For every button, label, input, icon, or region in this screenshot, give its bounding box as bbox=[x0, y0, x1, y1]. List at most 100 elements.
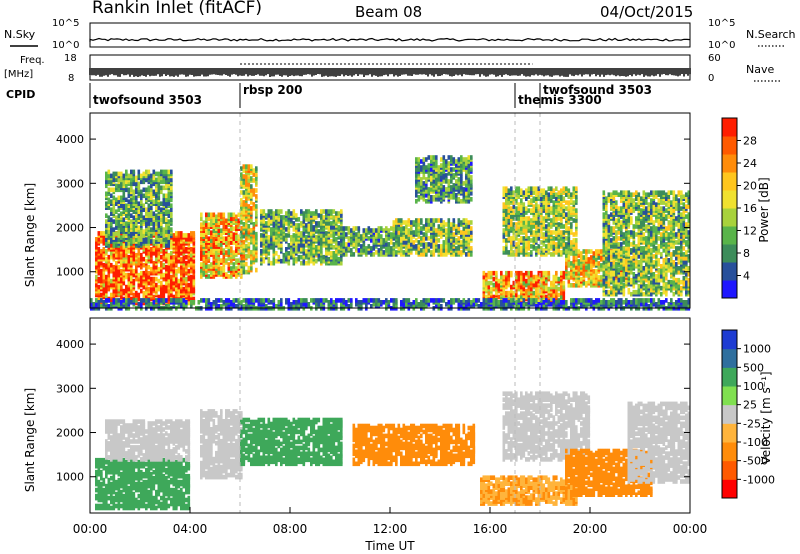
heatmap-cell bbox=[235, 224, 238, 229]
heatmap-cell bbox=[570, 206, 573, 211]
heatmap-cell bbox=[140, 173, 143, 179]
heatmap-cell bbox=[112, 207, 116, 212]
heatmap-cell bbox=[147, 254, 151, 260]
heatmap-cell bbox=[110, 221, 113, 226]
heatmap-cell bbox=[270, 231, 273, 236]
heatmap-cell bbox=[570, 271, 573, 276]
heatmap-cell bbox=[215, 264, 218, 269]
heatmap-cell bbox=[310, 231, 313, 236]
heatmap-cell bbox=[222, 272, 226, 277]
heatmap-cell bbox=[447, 246, 451, 251]
heatmap-cell bbox=[422, 242, 426, 247]
heatmap-cell bbox=[570, 198, 573, 203]
heatmap-cell bbox=[255, 253, 258, 259]
heatmap-cell bbox=[492, 270, 496, 276]
heatmap-cell bbox=[212, 212, 216, 218]
heatmap-cell bbox=[542, 242, 546, 247]
heatmap-cell bbox=[540, 288, 543, 294]
heatmap-cell bbox=[177, 231, 181, 236]
heatmap-cell bbox=[245, 182, 248, 187]
heatmap-cell bbox=[305, 249, 308, 254]
heatmap-cell bbox=[202, 264, 206, 269]
heatmap-cell bbox=[127, 199, 131, 204]
heatmap-cell bbox=[470, 246, 473, 251]
heatmap-cell bbox=[110, 187, 113, 193]
heatmap-cell bbox=[600, 275, 603, 280]
heatmap-cell bbox=[605, 269, 608, 274]
heatmap-cell bbox=[362, 236, 366, 241]
heatmap-cell bbox=[550, 194, 553, 199]
heatmap-cell bbox=[427, 163, 431, 168]
heatmap-cell bbox=[502, 274, 506, 280]
heatmap-cell bbox=[135, 175, 138, 181]
heatmap-cell bbox=[150, 173, 153, 179]
heatmap-cell bbox=[402, 240, 406, 245]
heatmap-cell bbox=[435, 181, 438, 186]
heatmap-cell bbox=[552, 274, 556, 280]
heatmap-cell bbox=[512, 190, 516, 195]
heatmap-cell bbox=[322, 258, 326, 264]
heatmap-cell bbox=[417, 250, 421, 255]
heatmap-cell bbox=[542, 222, 546, 227]
heatmap-cell bbox=[520, 188, 523, 193]
heatmap-cell bbox=[170, 207, 173, 212]
heatmap-cell bbox=[470, 230, 473, 235]
heatmap-cell bbox=[407, 218, 411, 223]
heatmap-cell bbox=[535, 192, 538, 197]
heatmap-cell bbox=[145, 211, 148, 216]
heatmap-cell bbox=[507, 276, 511, 282]
heatmap-cell bbox=[427, 195, 431, 200]
heatmap-cell bbox=[142, 193, 146, 199]
heatmap-cell bbox=[417, 157, 421, 162]
heatmap-cell bbox=[277, 254, 281, 260]
heatmap-cell bbox=[262, 249, 266, 254]
heatmap-cell bbox=[390, 246, 393, 251]
heatmap-cell bbox=[452, 157, 456, 162]
heatmap-cell bbox=[165, 252, 168, 258]
heatmap-cell bbox=[517, 190, 521, 195]
heatmap-cell bbox=[415, 157, 418, 162]
heatmap-cell bbox=[202, 226, 206, 231]
heatmap-cell bbox=[275, 258, 278, 264]
heatmap-cell bbox=[160, 280, 163, 286]
heatmap-cell bbox=[575, 283, 578, 288]
heatmap-cell bbox=[340, 209, 343, 214]
heatmap-cell bbox=[545, 208, 548, 213]
heatmap-cell bbox=[515, 252, 518, 257]
heatmap-cell bbox=[562, 280, 566, 286]
heatmap-cell bbox=[540, 188, 543, 193]
heatmap-cell bbox=[597, 265, 601, 270]
heatmap-cell bbox=[515, 226, 518, 231]
heatmap-cell bbox=[267, 209, 271, 214]
heatmap-cell bbox=[312, 260, 316, 266]
heatmap-cell bbox=[312, 225, 316, 230]
heatmap-cell bbox=[435, 177, 438, 182]
heatmap-cell bbox=[595, 261, 598, 266]
heatmap-cell bbox=[485, 280, 488, 286]
heatmap-cell bbox=[502, 228, 506, 233]
heatmap-cell bbox=[327, 239, 331, 244]
heatmap-cell bbox=[125, 272, 128, 278]
heatmap-cell bbox=[125, 292, 128, 298]
heatmap-cell bbox=[505, 192, 508, 197]
freq-frame bbox=[89, 54, 691, 81]
heatmap-cell bbox=[552, 278, 556, 284]
heatmap-cell bbox=[512, 222, 516, 227]
heatmap-cell bbox=[145, 237, 148, 242]
heatmap-cell bbox=[532, 196, 536, 201]
heatmap-cell bbox=[542, 232, 546, 237]
heatmap-cell bbox=[552, 288, 556, 294]
heatmap-cell bbox=[520, 198, 523, 203]
heatmap-cell bbox=[525, 270, 528, 276]
heatmap-cell bbox=[155, 183, 158, 189]
heatmap-cell bbox=[115, 280, 118, 286]
heatmap-cell bbox=[427, 228, 431, 233]
heatmap-cell bbox=[532, 186, 536, 191]
heatmap-cell bbox=[507, 290, 511, 296]
heatmap-cell bbox=[387, 250, 391, 255]
heatmap-cell bbox=[517, 294, 521, 300]
heatmap-cell bbox=[507, 250, 511, 255]
heatmap-cell bbox=[470, 183, 473, 188]
heatmap-cell bbox=[385, 248, 388, 253]
heatmap-cell bbox=[207, 222, 211, 227]
